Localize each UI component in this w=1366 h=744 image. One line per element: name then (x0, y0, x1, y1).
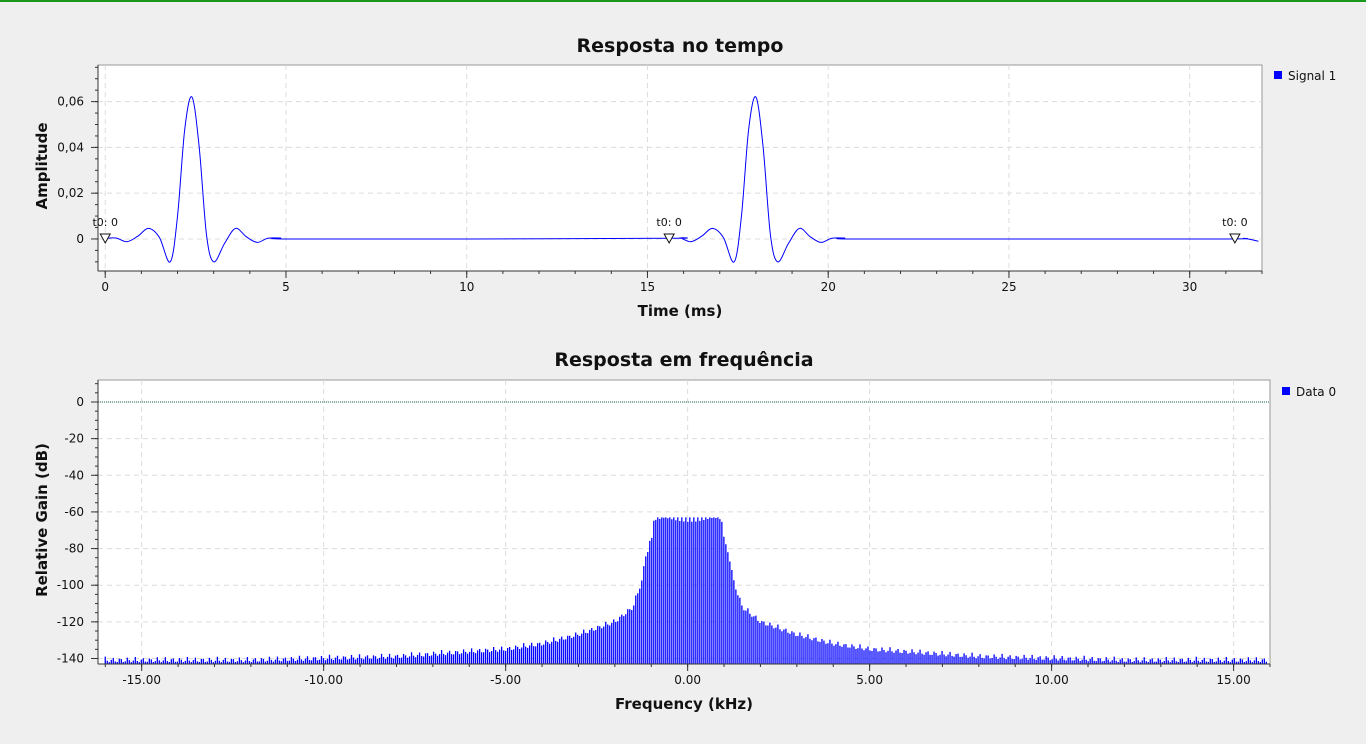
freq-x-tick-label-1: -10.00 (304, 673, 343, 687)
signal-1-line (105, 96, 1259, 263)
legend-label-signal-1: Signal 1 (1288, 69, 1336, 83)
time-chart-title: Resposta no tempo (577, 35, 784, 57)
marker-label-2: t0: 0 (1222, 216, 1248, 229)
freq-x-tick-label-2: -5.00 (490, 673, 521, 687)
freq-y-tick-label-7: -140 (57, 652, 84, 666)
time-legend[interactable]: Signal 1 (1274, 69, 1336, 83)
frequency-series (98, 401, 1270, 664)
time-x-tick-label-2: 10 (459, 280, 474, 294)
time-y-tick-label-3: 0,06 (57, 95, 84, 109)
time-series (105, 96, 1259, 263)
freq-y-tick-label-0: 0 (76, 395, 84, 409)
time-markers: t0: 0 t0: 0 t0: 0 (92, 216, 1248, 244)
legend-label-data-0: Data 0 (1296, 385, 1336, 399)
freq-x-tick-label-4: 5.00 (856, 673, 883, 687)
time-x-tick-label-5: 25 (1001, 280, 1016, 294)
marker-triangle-2 (1229, 233, 1241, 244)
freq-x-tick-label-3: 0.00 (674, 673, 701, 687)
legend-swatch-data-0 (1282, 387, 1290, 395)
frequency-y-axis-label: Relative Gain (dB) (33, 443, 51, 597)
frequency-axes: -15.00 -10.00 -5.00 0.00 5.00 10.00 15.00 0 -20 -… (57, 380, 1271, 687)
freq-y-tick-label-3: -60 (64, 505, 84, 519)
time-x-axis-label: Time (ms) (638, 302, 723, 320)
time-y-tick-label-0: 0 (76, 232, 84, 246)
freq-y-tick-label-5: -100 (57, 578, 84, 592)
marker-triangle-1 (663, 233, 676, 244)
time-x-tick-label-1: 5 (282, 280, 290, 294)
frequency-legend[interactable]: Data 0 (1282, 385, 1336, 399)
marker-triangle-0 (99, 233, 112, 244)
time-y-tick-label-2: 0,04 (57, 140, 84, 154)
freq-x-tick-label-6: 15.00 (1216, 673, 1250, 687)
time-y-axis-label: Amplitude (33, 122, 51, 209)
frequency-chart-title: Resposta em frequência (554, 349, 813, 371)
time-x-tick-label-3: 15 (640, 280, 655, 294)
freq-x-tick-label-5: 10.00 (1034, 673, 1068, 687)
freq-y-tick-label-4: -80 (64, 542, 84, 556)
frequency-response-chart: -15.00 -10.00 -5.00 0.00 5.00 10.00 15.00 0 -20 -… (33, 349, 1336, 713)
marker-label-1: t0: 0 (656, 216, 682, 229)
time-y-tick-label-1: 0,02 (57, 186, 84, 200)
time-axes: 0 5 10 15 20 25 30 0 0,02 0,04 0,06 (57, 65, 1263, 294)
legend-swatch-signal-1 (1274, 71, 1282, 79)
time-x-tick-label-6: 30 (1182, 280, 1197, 294)
frequency-x-axis-label: Frequency (kHz) (615, 695, 753, 713)
freq-y-tick-label-2: -40 (64, 468, 84, 482)
window-top-border (0, 0, 1366, 2)
marker-label-0: t0: 0 (92, 216, 118, 229)
time-plot-area (97, 64, 1263, 272)
data-0-bars (104, 517, 1268, 664)
freq-y-tick-label-6: -120 (57, 615, 84, 629)
time-x-tick-label-4: 20 (821, 280, 836, 294)
time-x-tick-label-0: 0 (101, 280, 109, 294)
freq-x-tick-label-0: -15.00 (122, 673, 161, 687)
freq-y-tick-label-1: -20 (64, 432, 84, 446)
